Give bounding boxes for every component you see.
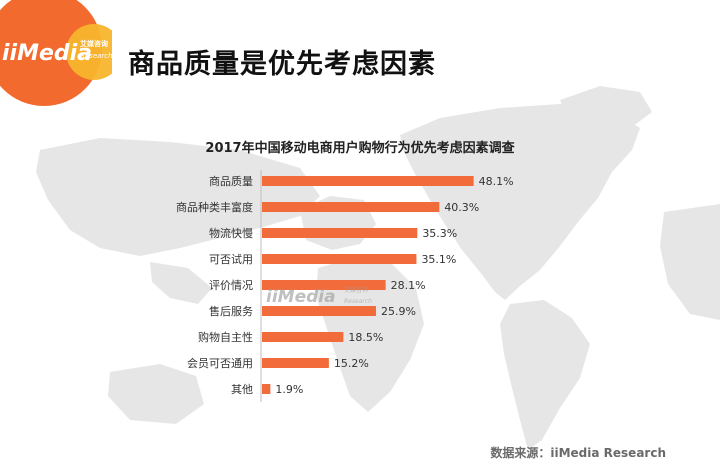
bar	[262, 176, 474, 186]
southeast-asia-shape	[150, 262, 212, 304]
logo-orange-circle	[0, 0, 102, 106]
category-label: 商品种类丰富度	[176, 200, 253, 214]
value-label: 1.9%	[275, 383, 303, 396]
category-label: 购物自主性	[198, 330, 253, 344]
category-label: 评价情况	[209, 279, 253, 292]
category-label: 会员可否通用	[187, 357, 253, 370]
data-source-note: 数据来源：iiMedia Research	[490, 446, 666, 460]
value-label: 35.1%	[421, 253, 456, 266]
iimedia-watermark: iiMedia 艾媒咨询 Research	[266, 286, 372, 307]
value-label: 28.1%	[391, 279, 426, 292]
south-america-shape	[500, 300, 590, 450]
logo-sub-en: Research	[80, 52, 112, 60]
north-america-shape	[400, 104, 640, 300]
category-label: 物流快慢	[209, 226, 253, 240]
right-edge-land-shape	[660, 204, 720, 320]
bar	[262, 306, 376, 316]
australia-shape	[108, 364, 204, 424]
iimedia-logo: iiMedia 艾媒咨询 Research	[0, 0, 112, 106]
africa-shape	[316, 258, 424, 412]
value-label: 40.3%	[444, 201, 479, 214]
bar	[262, 202, 440, 212]
value-label: 35.3%	[422, 227, 457, 240]
value-label: 25.9%	[381, 305, 416, 318]
value-label: 18.5%	[348, 331, 383, 344]
value-label: 15.2%	[334, 357, 369, 370]
world-map-shapes	[36, 86, 720, 450]
logo-sub-cn: 艾媒咨询	[80, 39, 108, 48]
watermark-sub-en: Research	[344, 298, 372, 305]
bar	[262, 254, 417, 264]
category-label: 商品质量	[209, 174, 253, 188]
watermark-wordmark: iiMedia	[266, 287, 336, 307]
chart-title: 2017年中国移动电商用户购物行为优先考虑因素调查	[205, 141, 515, 156]
value-labels-group: 48.1%40.3% 35.3% 35.1% 28.1% 25.9% 18.5% 15.2%…	[275, 175, 513, 396]
value-label: 48.1%	[479, 175, 514, 188]
bar	[262, 228, 418, 238]
bar	[262, 358, 329, 368]
greenland-shape	[560, 86, 652, 130]
bar	[262, 384, 271, 394]
bar	[262, 332, 344, 342]
watermark-sub-cn: 艾媒咨询	[344, 286, 368, 294]
bars-group	[262, 176, 474, 394]
category-label: 售后服务	[209, 304, 253, 318]
logo-wordmark: iiMedia	[2, 41, 92, 66]
eurasia-shape	[36, 138, 320, 256]
page-title: 商品质量是优先考虑因素	[128, 49, 436, 80]
logo-yellow-circle	[66, 24, 112, 80]
category-label: 其他	[231, 383, 253, 396]
category-label: 可否试用	[209, 253, 253, 266]
bar	[262, 280, 386, 290]
